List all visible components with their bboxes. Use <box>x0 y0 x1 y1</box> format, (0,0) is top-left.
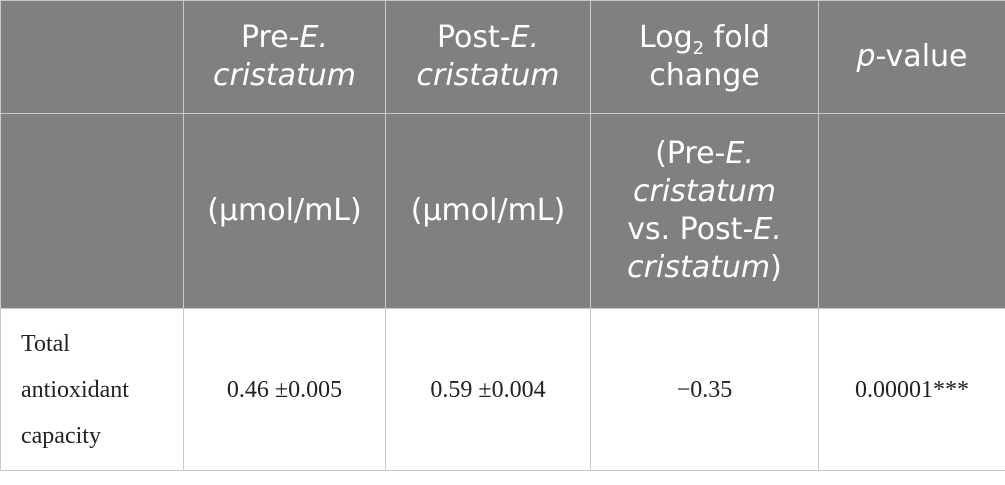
header-cell: Log2 fold change <box>590 0 819 114</box>
header-text: (μmol/mL) <box>410 193 566 228</box>
header-cell <box>818 113 1005 309</box>
row-label: Total antioxidant capacity <box>0 308 184 471</box>
empty-cell <box>0 0 184 114</box>
header-text: 2 <box>692 38 705 59</box>
header-text: (Pre- <box>655 136 726 171</box>
table-header: Pre-E. cristatum Post-E. cristatum Log2 fo… <box>0 0 1005 309</box>
header-text: Pre- <box>240 20 300 55</box>
data-table: Pre-E. cristatum Post-E. cristatum Log2 fo… <box>0 0 1005 471</box>
value-cell: 0.59 ±0.004 <box>385 308 591 471</box>
header-text: E. cristatum <box>416 20 560 93</box>
header-text: ) <box>770 250 782 285</box>
header-row: (μmol/mL) (μmol/mL) (Pre-E. cristatum vs. … <box>0 113 1005 309</box>
table-body: Total antioxidant capacity 0.46 ±0.005 0.5… <box>0 308 1005 471</box>
header-cell: Pre-E. cristatum <box>183 0 386 114</box>
header-text: -value <box>875 39 968 74</box>
header-text: vs. Post- <box>627 212 754 247</box>
header-cell: (Pre-E. cristatum vs. Post-E. cristatum) <box>590 113 819 309</box>
header-text: E. cristatum <box>633 136 776 209</box>
value-cell: −0.35 <box>590 308 819 471</box>
header-text: Log <box>639 20 693 55</box>
header-cell: Post-E. cristatum <box>385 0 591 114</box>
header-text: E. cristatum <box>213 20 356 93</box>
header-row: Pre-E. cristatum Post-E. cristatum Log2 fo… <box>0 0 1005 114</box>
header-cell: (μmol/mL) <box>385 113 591 309</box>
header-text: E. cristatum <box>627 212 782 285</box>
value-cell: 0.46 ±0.005 <box>183 308 386 471</box>
header-text: p <box>856 39 876 74</box>
header-cell: p-value <box>818 0 1005 114</box>
header-text: fold change <box>649 20 770 93</box>
body-row: Total antioxidant capacity 0.46 ±0.005 0.5… <box>0 308 1005 471</box>
header-cell: (μmol/mL) <box>183 113 386 309</box>
value-cell: 0.00001*** <box>818 308 1005 471</box>
header-text: (μmol/mL) <box>207 193 362 228</box>
empty-cell <box>0 113 184 309</box>
header-text: Post- <box>436 20 511 55</box>
